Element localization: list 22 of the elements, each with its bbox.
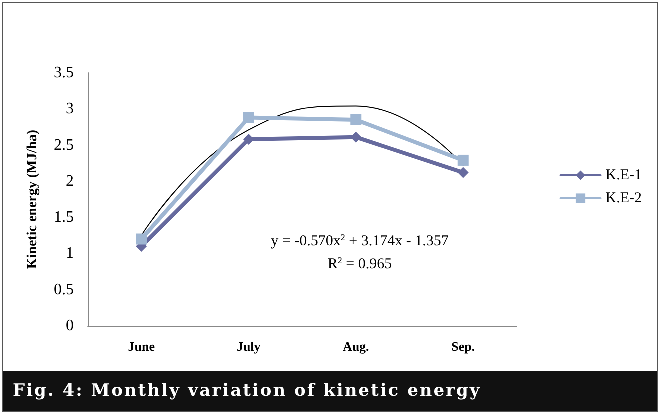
point: [243, 134, 254, 146]
text: Fig. 4: Monthly variation of kinetic energy: [3, 371, 657, 411]
y-tick-label: 0.5: [54, 281, 74, 298]
y-tick-label: 2.5: [54, 136, 74, 154]
y-tick-label: 0: [66, 318, 74, 334]
y-tick-label: 3: [66, 100, 74, 118]
point: [458, 167, 469, 178]
y-axis-title: Kinetic energy (MJ/ha): [26, 130, 40, 270]
x-tick-label: Aug.: [342, 339, 370, 354]
x-tick-label: Sep.: [452, 339, 476, 354]
point: [136, 234, 148, 245]
legend-label: K.E-2: [606, 190, 642, 206]
y-tick-label: 2: [66, 172, 74, 190]
x-tick-label: June: [128, 339, 156, 354]
point: [350, 114, 362, 126]
y-tick-label: 1: [66, 245, 74, 262]
point: [243, 112, 254, 124]
legend-label: K.E-1: [606, 168, 642, 184]
y-tick-label: 1.5: [54, 209, 74, 226]
x-tick-label: July: [236, 339, 262, 354]
point: [458, 154, 469, 166]
y-tick-label: 3.5: [54, 64, 74, 82]
